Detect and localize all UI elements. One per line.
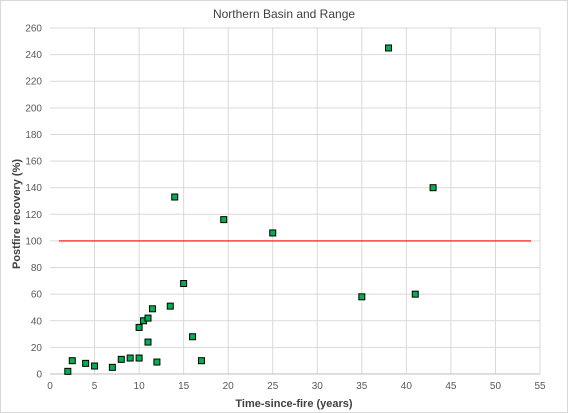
data-point [135,354,143,362]
data-point [180,280,188,288]
x-tick-label: 30 [312,381,324,392]
data-point [126,354,134,362]
data-point [108,363,116,371]
data-point [64,367,72,375]
y-tick-label: 80 [31,263,43,274]
data-point [411,290,419,298]
data-point [358,293,366,301]
data-point [166,302,174,310]
data-point [171,193,179,201]
y-tick-label: 40 [31,316,43,327]
data-point [153,358,161,366]
data-point [82,359,90,367]
y-tick-label: 220 [25,77,42,88]
data-point [135,323,143,331]
y-tick-labels: 0 20 40 60 80 100 120 140 160 180 200 220 240 260 [25,24,42,381]
y-axis-label: Postfire recovery (%) [11,159,23,269]
x-tick-label: 50 [490,381,502,392]
y-tick-label: 200 [25,103,42,114]
x-tick-label: 10 [134,381,146,392]
x-tick-label: 25 [267,381,279,392]
data-point [68,357,76,365]
x-tick-label: 55 [534,381,546,392]
y-tick-label: 120 [25,210,42,221]
data-point [144,314,152,322]
x-tick-label: 40 [401,381,413,392]
y-tick-label: 240 [25,50,42,61]
data-points [64,44,437,375]
y-tick-label: 140 [25,183,42,194]
x-tick-label: 20 [223,381,235,392]
data-point [91,362,99,370]
x-tick-label: 5 [92,381,98,392]
data-point [144,338,152,346]
data-point [197,357,205,365]
y-tick-label: 160 [25,157,42,168]
data-point [429,184,437,192]
data-point [220,216,228,224]
data-point [189,333,197,341]
x-tick-label: 45 [445,381,457,392]
data-point [385,44,393,52]
y-tick-label: 0 [36,370,42,381]
y-tick-label: 260 [25,24,42,35]
data-point [117,355,125,363]
y-tick-label: 180 [25,130,42,141]
y-tick-label: 20 [31,343,43,354]
data-point [148,305,156,313]
y-tick-label: 60 [31,290,43,301]
x-tick-labels: 0 5 10 15 20 25 30 35 40 45 50 55 [47,381,546,392]
data-point [269,229,277,237]
x-tick-label: 15 [178,381,190,392]
y-tick-label: 100 [25,236,42,247]
x-axis-label: Time-since-fire (years) [235,398,353,410]
x-tick-label: 0 [47,381,53,392]
x-tick-label: 35 [356,381,368,392]
chart-title: Northern Basin and Range [213,7,355,21]
gridlines [50,27,541,374]
